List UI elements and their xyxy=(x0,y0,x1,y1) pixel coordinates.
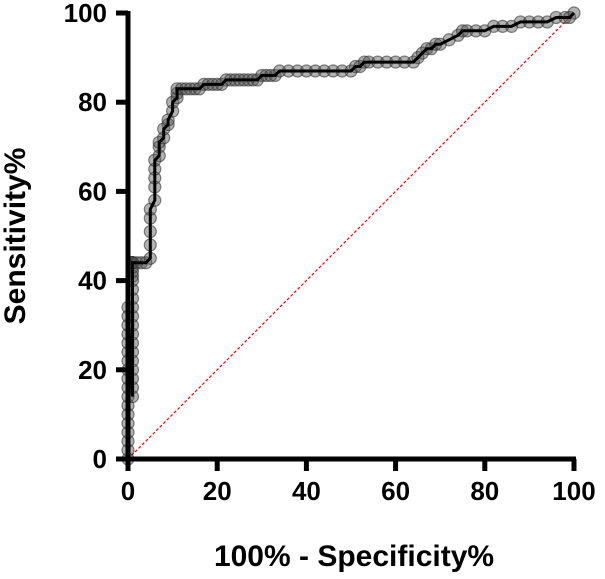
x-tick-label: 40 xyxy=(292,476,321,506)
y-axis-ticks: 0 20 40 60 80 100 xyxy=(64,0,128,474)
y-tick-label: 60 xyxy=(78,176,107,206)
x-axis-title: 100% - Specificity% xyxy=(214,540,494,573)
y-axis-title: Sensitivity% xyxy=(0,148,32,325)
y-tick-label: 0 xyxy=(93,444,107,474)
x-tick-label: 60 xyxy=(381,476,410,506)
y-tick-label: 100 xyxy=(64,0,107,28)
x-axis-ticks: 0 20 40 60 80 100 xyxy=(121,459,596,506)
y-tick-label: 20 xyxy=(78,355,107,385)
reference-diagonal-line xyxy=(127,12,575,460)
x-tick-label: 80 xyxy=(470,476,499,506)
x-tick-label: 100 xyxy=(552,476,595,506)
roc-curve-line xyxy=(126,11,576,459)
y-tick-label: 40 xyxy=(78,266,107,296)
x-tick-label: 0 xyxy=(121,476,135,506)
y-tick-label: 80 xyxy=(78,87,107,117)
x-tick-label: 20 xyxy=(203,476,232,506)
